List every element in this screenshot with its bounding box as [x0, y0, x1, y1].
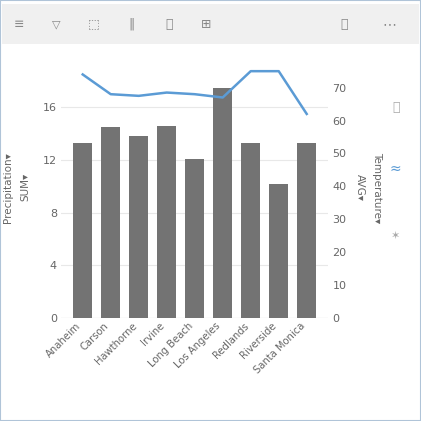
Text: ≡: ≡ [13, 18, 24, 31]
Text: Temperature▾: Temperature▾ [372, 152, 382, 223]
Bar [73, 143, 92, 318]
Text: ⬛: ⬛ [392, 101, 400, 114]
Text: ⓘ: ⓘ [340, 18, 348, 31]
Bar [297, 143, 316, 318]
Text: ▽: ▽ [52, 19, 61, 29]
Text: ‖: ‖ [128, 18, 134, 31]
Text: ✶: ✶ [391, 231, 400, 241]
Bar [185, 159, 204, 318]
Text: AVG▾: AVG▾ [355, 174, 365, 201]
Text: SUM▾: SUM▾ [20, 173, 30, 202]
Text: Precipitation▾: Precipitation▾ [3, 152, 13, 223]
Bar [213, 88, 232, 318]
Text: ⛶: ⛶ [165, 18, 173, 31]
Bar [241, 143, 260, 318]
Text: ⊞: ⊞ [201, 18, 212, 31]
Bar [129, 136, 148, 318]
Bar [101, 127, 120, 318]
Bar [269, 184, 288, 318]
Bar [157, 126, 176, 318]
Text: ⬚: ⬚ [88, 18, 100, 31]
Text: ⋯: ⋯ [383, 17, 397, 31]
Text: ≈: ≈ [390, 161, 402, 176]
